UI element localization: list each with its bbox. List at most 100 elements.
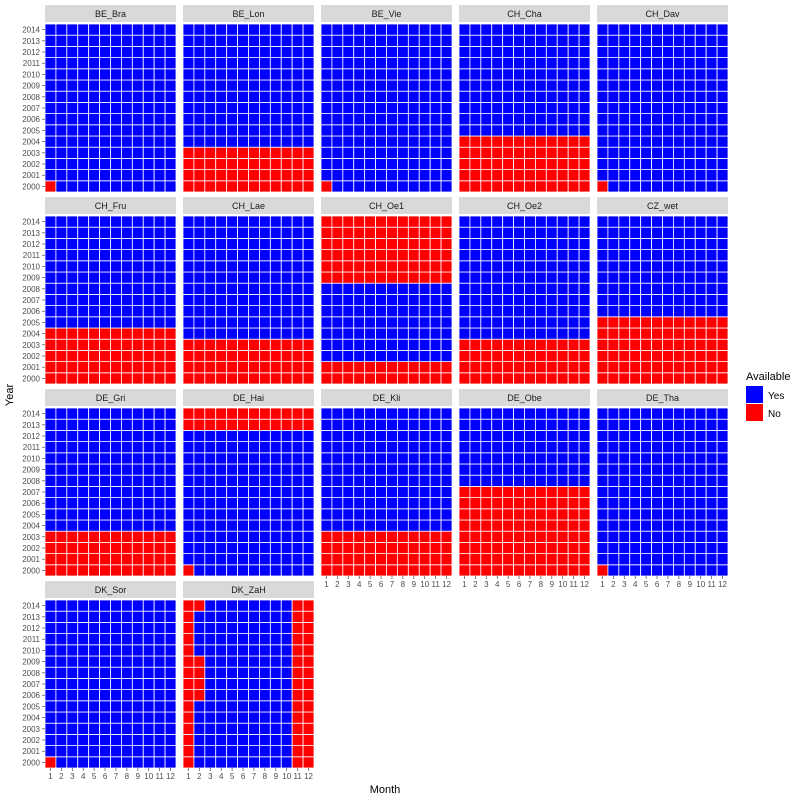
heatmap-cell	[66, 102, 79, 115]
heatmap-cell	[386, 485, 398, 498]
heatmap-cell	[88, 485, 100, 498]
heatmap-cell	[99, 474, 111, 487]
heatmap-cell	[44, 734, 57, 747]
heatmap-cell	[513, 135, 525, 148]
heatmap-cell	[596, 124, 609, 137]
heatmap-cell	[182, 249, 195, 262]
heatmap-cell	[44, 599, 57, 612]
heatmap-cell	[110, 734, 122, 747]
heatmap-cell	[331, 497, 344, 510]
heatmap-cell	[429, 90, 442, 103]
heatmap-cell	[418, 508, 431, 521]
heatmap-cell	[705, 508, 718, 521]
heatmap-cell	[545, 226, 558, 239]
heatmap-cell	[44, 553, 57, 566]
heatmap-cell	[705, 271, 718, 284]
heatmap-cell	[502, 338, 514, 351]
heatmap-cell	[226, 372, 238, 385]
heatmap-cell	[291, 508, 304, 521]
heatmap-cell	[491, 293, 504, 306]
heatmap-cell	[269, 169, 282, 182]
heatmap-cell	[458, 215, 471, 228]
heatmap-cell	[651, 260, 663, 273]
heatmap-cell	[110, 463, 122, 476]
heatmap-cell	[662, 57, 674, 70]
heatmap-cell	[640, 226, 652, 239]
heatmap-cell	[320, 135, 333, 148]
y-tick-label: 2007	[22, 104, 40, 113]
heatmap-cell	[640, 293, 652, 306]
heatmap-cell	[440, 508, 453, 521]
heatmap-cell	[302, 316, 315, 329]
heatmap-cell	[353, 271, 366, 284]
heatmap-cell	[418, 305, 431, 318]
heatmap-cell	[662, 90, 674, 103]
heatmap-cell	[259, 124, 271, 137]
heatmap-cell	[524, 271, 536, 284]
heatmap-cell	[142, 666, 155, 679]
heatmap-cell	[578, 316, 591, 329]
heatmap-cell	[651, 508, 663, 521]
heatmap-cell	[429, 249, 442, 262]
heatmap-cell	[567, 57, 580, 70]
heatmap-cell	[673, 418, 685, 431]
y-tick-label: 2005	[22, 510, 40, 519]
heatmap-cell	[55, 79, 68, 92]
heatmap-cell	[683, 180, 696, 193]
heatmap-cell	[142, 169, 155, 182]
heatmap-cell	[683, 135, 696, 148]
heatmap-cell	[651, 418, 663, 431]
heatmap-cell	[458, 305, 471, 318]
heatmap-cell	[280, 610, 293, 623]
heatmap-cell	[182, 745, 195, 758]
heatmap-cell	[215, 689, 228, 702]
heatmap-cell	[502, 169, 514, 182]
heatmap-cell	[215, 530, 228, 543]
heatmap-cell	[142, 407, 155, 420]
heatmap-cell	[66, 316, 79, 329]
heatmap-cell	[375, 146, 387, 159]
heatmap-cell	[440, 530, 453, 543]
heatmap-cell	[673, 90, 685, 103]
heatmap-cell	[342, 282, 355, 295]
heatmap-cell	[651, 519, 663, 532]
heatmap-cell	[458, 34, 471, 47]
heatmap-cell	[502, 452, 514, 465]
heatmap-cell	[458, 530, 471, 543]
heatmap-cell	[331, 530, 344, 543]
heatmap-cell	[651, 102, 663, 115]
heatmap-cell	[131, 113, 144, 126]
heatmap-cell	[375, 485, 387, 498]
heatmap-cell	[88, 46, 100, 59]
heatmap-cell	[629, 429, 642, 442]
heatmap-cell	[651, 215, 663, 228]
heatmap-cell	[44, 90, 57, 103]
heatmap-cell	[291, 553, 304, 566]
heatmap-cell	[596, 553, 609, 566]
heatmap-cell	[110, 327, 122, 340]
heatmap-cell	[280, 79, 293, 92]
heatmap-cell	[280, 553, 293, 566]
heatmap-cell	[291, 68, 304, 81]
heatmap-cell	[164, 124, 177, 137]
heatmap-cell	[397, 260, 409, 273]
heatmap-cell	[182, 180, 195, 193]
heatmap-cell	[429, 135, 442, 148]
heatmap-cell	[556, 474, 569, 487]
heatmap-cell	[491, 226, 504, 239]
heatmap-cell	[418, 349, 431, 362]
heatmap-cell	[545, 237, 558, 250]
heatmap-cell	[342, 441, 355, 454]
heatmap-cell	[578, 271, 591, 284]
heatmap-cell	[121, 689, 133, 702]
heatmap-cell	[302, 542, 315, 555]
heatmap-cell	[291, 429, 304, 442]
heatmap-cell	[705, 23, 718, 36]
heatmap-cell	[291, 361, 304, 374]
heatmap-cell	[259, 700, 271, 713]
heatmap-cell	[331, 372, 344, 385]
heatmap-cell	[567, 519, 580, 532]
heatmap-cell	[353, 249, 366, 262]
heatmap-cell	[302, 655, 315, 668]
heatmap-cell	[226, 90, 238, 103]
